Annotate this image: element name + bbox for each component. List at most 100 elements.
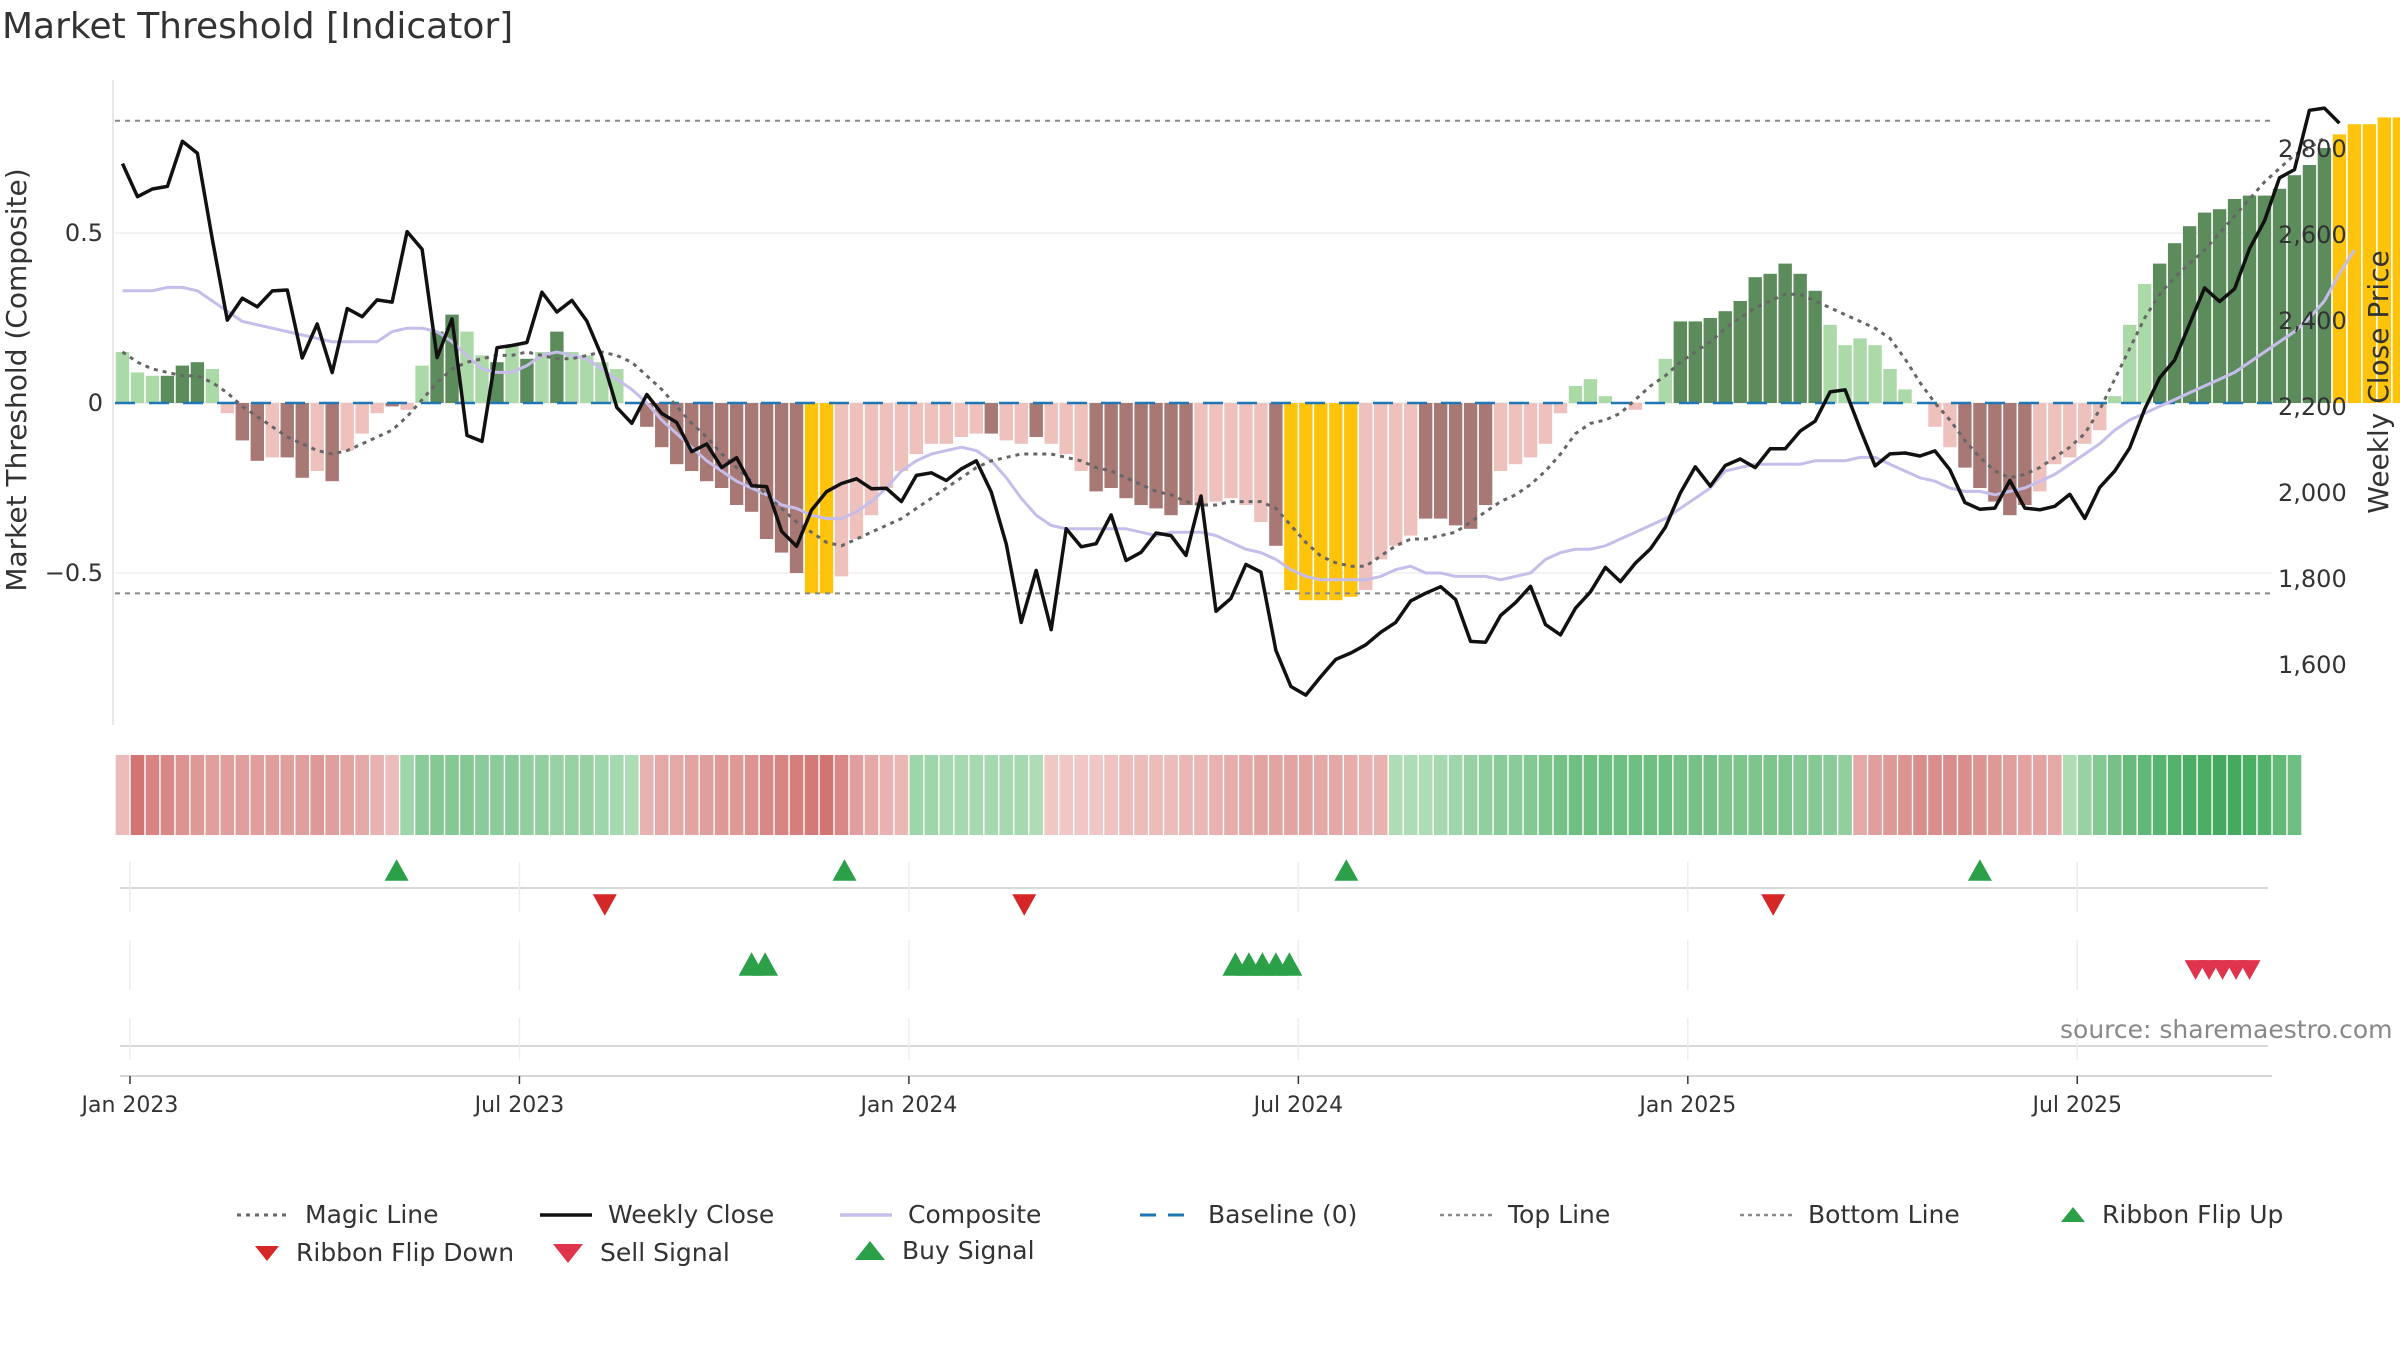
composite-bar: [220, 403, 235, 414]
ribbon-cell: [1778, 755, 1792, 835]
ribbon-cell: [714, 755, 729, 835]
composite-bar: [2332, 134, 2347, 403]
legend-weekly-close[interactable]: Weekly Close: [538, 1200, 774, 1229]
ribbon-flip-down-marker: [1761, 894, 1786, 916]
legend-sell-signal[interactable]: Sell Signal: [550, 1238, 730, 1267]
legend-top-line[interactable]: Top Line: [1438, 1200, 1610, 1229]
ribbon-cell: [939, 755, 954, 835]
ribbon-cell: [1718, 755, 1733, 835]
composite-bar: [1853, 338, 1867, 403]
ribbon-cell: [460, 755, 474, 835]
ribbon-flip-up-marker: [832, 859, 857, 881]
composite-bar: [1074, 403, 1088, 471]
ribbon-cell: [1958, 755, 1972, 835]
ribbon-flip-up-marker: [1967, 859, 1992, 881]
series-lines: [115, 106, 2356, 697]
composite-bar: [2003, 403, 2017, 516]
legend-flip-up-label: Ribbon Flip Up: [2102, 1200, 2284, 1229]
ribbon-cell: [325, 755, 339, 835]
ribbon-cell: [475, 755, 489, 835]
legend-flip-up[interactable]: Ribbon Flip Up: [2058, 1200, 2283, 1229]
composite-bar: [535, 352, 549, 403]
source-note: source: sharemaestro.com: [2060, 1015, 2393, 1044]
legend-baseline-swatch: [1140, 1213, 1192, 1216]
ribbon-cell: [2048, 755, 2062, 835]
ribbon-cell: [1568, 755, 1583, 835]
legend-buy-signal[interactable]: Buy Signal: [852, 1236, 1035, 1265]
composite-bar: [1344, 403, 1358, 597]
legend-magic-label: Magic Line: [305, 1200, 439, 1229]
legend-baseline[interactable]: Baseline (0): [1138, 1200, 1357, 1229]
ribbon-cell: [1134, 755, 1148, 835]
composite-bar: [1284, 403, 1298, 590]
composite-bar: [834, 403, 849, 577]
composite-bar: [385, 403, 399, 407]
axes: 0.5 0 −0.5 2,800 2,600 2,400 2,200 2,000 1,800 1,…: [0, 135, 2395, 679]
composite-bar: [954, 403, 969, 437]
ribbon-cell: [1433, 755, 1448, 835]
composite-bar: [460, 331, 474, 403]
ribbon-cell: [1104, 755, 1118, 835]
composite-bar: [1329, 403, 1343, 601]
ribbon-cell: [2077, 755, 2092, 835]
composite-bar: [1628, 403, 1643, 410]
ribbon-cell: [160, 755, 175, 835]
composite-bar: [415, 365, 429, 403]
legend-buy-icon: [855, 1240, 885, 1260]
composite-bar: [744, 403, 759, 512]
sell-signal-marker: [2238, 960, 2261, 980]
composite-bar: [1299, 403, 1313, 601]
ribbon-cell: [2033, 755, 2047, 835]
ribbon-cell: [1014, 755, 1029, 835]
ribbon-cell: [1688, 755, 1703, 835]
legend-composite[interactable]: Composite: [838, 1200, 1041, 1229]
ribbon-cell: [205, 755, 220, 835]
composite-bar: [685, 403, 699, 471]
legend-baseline-label: Baseline (0): [1208, 1200, 1358, 1229]
composite-bar: [2317, 148, 2332, 403]
ribbon-cell: [1269, 755, 1283, 835]
composite-bar: [1179, 403, 1193, 505]
composite-bar: [1014, 403, 1028, 444]
ribbon-cell: [1224, 755, 1238, 835]
ribbon-cell: [2122, 755, 2137, 835]
ribbon-cell: [610, 755, 624, 835]
ribbon-cell: [1179, 755, 1193, 835]
ribbon-cell: [1943, 755, 1957, 835]
ribbon-cell: [2152, 755, 2167, 835]
right-tick-label: 2,400: [2278, 307, 2347, 335]
composite-bar: [520, 358, 534, 403]
legend-flip-up-icon: [2061, 1206, 2085, 1222]
ribbon-cell: [565, 755, 579, 835]
composite-bar: [1314, 403, 1328, 601]
ribbon-cell: [1763, 755, 1777, 835]
left-tick-label: −0.5: [45, 559, 103, 587]
composite-bar: [1134, 403, 1148, 505]
ribbon-cell: [1793, 755, 1807, 835]
legend-composite-label: Composite: [908, 1200, 1042, 1229]
legend-bottom-line[interactable]: Bottom Line: [1738, 1200, 1960, 1229]
legend-magic-line[interactable]: Magic Line: [235, 1200, 439, 1229]
composite-bar: [1658, 358, 1673, 403]
ribbon-cell: [1403, 755, 1418, 835]
ribbon-cell: [1658, 755, 1673, 835]
ribbon-cell: [445, 755, 459, 835]
legend-bottom-label: Bottom Line: [1808, 1200, 1960, 1229]
legend-flip-down[interactable]: Ribbon Flip Down: [252, 1238, 514, 1267]
composite-bar: [2033, 403, 2047, 492]
composite-bar: [145, 375, 160, 403]
ribbon-cell: [819, 755, 834, 835]
ribbon-cell: [1973, 755, 1987, 835]
chart-title: Market Threshold [Indicator]: [2, 6, 514, 47]
ribbon-cell: [984, 755, 999, 835]
ribbon-cell: [1119, 755, 1133, 835]
composite-bar: [1868, 345, 1882, 403]
ribbon-flip-down-marker: [592, 894, 617, 916]
ribbon-cell: [1898, 755, 1912, 835]
composite-bar: [999, 403, 1013, 441]
ribbon-cell: [2107, 755, 2122, 835]
ribbon-cell: [2092, 755, 2107, 835]
composite-bar: [235, 403, 250, 441]
ribbon-cell: [699, 755, 714, 835]
y-axis-left-title: Market Threshold (Composite): [0, 168, 33, 591]
